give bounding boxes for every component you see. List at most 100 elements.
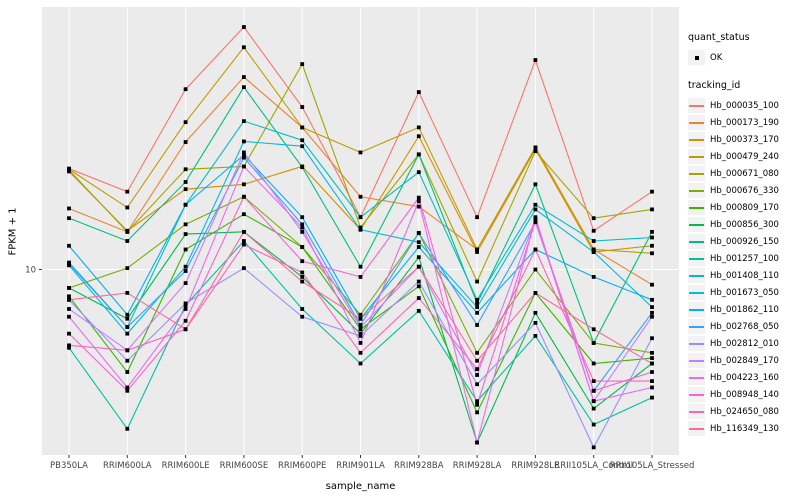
legend-item-Hb_000676_330: Hb_000676_330 <box>688 182 779 199</box>
series-color-key-icon <box>688 319 705 334</box>
series-color-key-icon <box>688 217 705 232</box>
data-point <box>475 305 479 309</box>
data-point <box>591 388 596 393</box>
data-point <box>242 242 246 247</box>
data-point <box>358 316 363 321</box>
data-point <box>591 275 596 279</box>
data-point <box>416 245 421 249</box>
data-point <box>183 167 188 172</box>
data-point <box>125 358 130 363</box>
data-point <box>358 334 363 338</box>
data-point <box>125 205 130 210</box>
data-point <box>67 262 71 266</box>
data-point <box>300 314 305 319</box>
legend-item-label: Hb_024650_080 <box>710 406 779 417</box>
data-point <box>533 145 538 150</box>
data-point <box>300 229 305 234</box>
data-point <box>67 286 71 290</box>
data-point <box>533 247 538 252</box>
data-point <box>358 331 363 336</box>
data-point <box>591 361 596 366</box>
data-point <box>533 217 538 222</box>
data-point <box>475 279 479 284</box>
data-point <box>650 229 654 234</box>
data-point <box>475 215 479 220</box>
data-point <box>125 239 130 243</box>
legend-item-Hb_000809_170: Hb_000809_170 <box>688 199 779 216</box>
data-point <box>183 187 188 192</box>
data-point <box>533 182 538 187</box>
data-point <box>300 270 305 275</box>
legend-item-Hb_000373_170: Hb_000373_170 <box>688 131 779 148</box>
data-point <box>242 229 246 234</box>
data-point <box>475 367 479 372</box>
data-point <box>533 219 538 224</box>
data-point <box>358 350 363 355</box>
data-point <box>125 348 130 353</box>
data-point <box>533 215 538 220</box>
legend-item-label: Hb_000373_170 <box>710 134 779 145</box>
data-point <box>183 307 188 311</box>
data-point <box>533 334 538 338</box>
data-point <box>242 239 246 243</box>
data-point <box>125 385 130 390</box>
data-point <box>358 327 363 332</box>
data-point <box>183 269 188 273</box>
legend-item-label: Hb_001862_110 <box>710 304 779 315</box>
x-tick-label: PB350LA <box>50 461 88 471</box>
data-point <box>475 440 479 445</box>
x-tick-label: RRIM600SE <box>220 461 269 471</box>
ok-point-key-icon <box>688 50 705 65</box>
legend-title-quant-status: quant_status <box>688 32 750 43</box>
data-point <box>183 232 188 236</box>
data-point <box>67 297 71 302</box>
data-point <box>475 350 479 355</box>
data-point <box>591 216 596 221</box>
data-point <box>416 170 421 175</box>
data-point <box>67 314 71 319</box>
legend-item-Hb_000671_080: Hb_000671_080 <box>688 165 779 182</box>
data-point <box>300 215 305 220</box>
data-point <box>475 410 479 415</box>
data-point <box>358 275 363 279</box>
data-point <box>125 331 130 336</box>
legend-item-label: Hb_116349_130 <box>710 423 779 434</box>
data-point <box>650 305 654 309</box>
data-point <box>67 216 71 221</box>
data-point <box>67 343 71 348</box>
data-point <box>416 204 421 209</box>
data-point <box>67 243 71 248</box>
series-color-key-icon <box>688 200 705 215</box>
data-point <box>300 225 305 230</box>
series-color-key-icon <box>688 251 705 266</box>
data-point <box>183 281 188 286</box>
data-point <box>125 370 130 374</box>
data-point <box>67 345 71 350</box>
legend-item-label: Hb_000479_240 <box>710 151 779 162</box>
legend-item-Hb_001862_110: Hb_001862_110 <box>688 301 779 318</box>
legend-item-label: Hb_001257_100 <box>710 253 779 264</box>
legend-item-Hb_001673_050: Hb_001673_050 <box>688 284 779 301</box>
data-point <box>650 251 654 256</box>
data-point <box>358 312 363 317</box>
data-point <box>242 150 246 155</box>
legend: quant_status OK tracking_id Hb_000035_10… <box>688 28 779 437</box>
data-point <box>358 227 363 232</box>
data-point <box>650 314 654 319</box>
data-point <box>125 388 130 393</box>
data-point <box>475 250 479 254</box>
data-point <box>300 62 305 66</box>
data-point <box>533 320 538 325</box>
data-point <box>650 235 654 240</box>
data-point <box>591 228 596 233</box>
data-point <box>533 207 538 212</box>
data-point <box>183 120 188 125</box>
data-point <box>242 182 246 187</box>
data-point <box>358 325 363 329</box>
legend-item-label: Hb_000809_170 <box>710 202 779 213</box>
series-color-key-icon <box>688 387 705 402</box>
data-point <box>416 199 421 204</box>
legend-item-label: Hb_002812_010 <box>710 338 779 349</box>
data-point <box>242 85 246 90</box>
